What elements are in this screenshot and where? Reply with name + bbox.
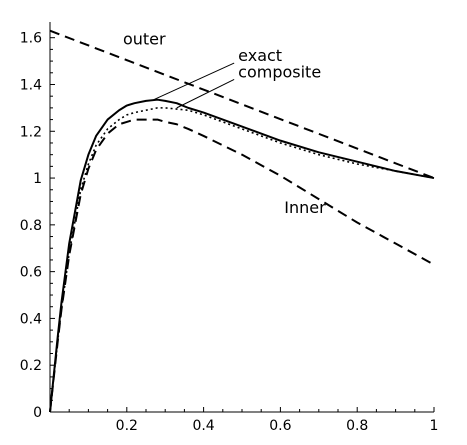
series-line-3 [49, 118, 435, 413]
series-layer [49, 29, 435, 413]
inner-annotation-label: Inner [284, 198, 326, 217]
x-tick-label: 0.6 [269, 418, 291, 434]
y-tick-label: 1 [33, 171, 42, 187]
y-tick-label: 0.8 [20, 218, 42, 234]
y-tick-label: 0.4 [20, 311, 42, 327]
x-tick-label: 0.8 [346, 418, 368, 434]
axes-layer: 0.2 0.4 0.6 0.8 1 0 0.2 0.4 0.6 0.8 1 1.2 1.4 1.6 [20, 22, 439, 434]
y-tick-label: 0.6 [20, 265, 42, 281]
y-tick-label: 0 [33, 405, 42, 421]
series-line-2 [49, 107, 435, 413]
y-tick-label: 1.6 [20, 31, 42, 47]
x-tick-label: 1 [430, 418, 439, 434]
y-tick-label: 1.4 [20, 77, 42, 93]
x-tick-label: 0.4 [192, 418, 214, 434]
composite-annotation-pointer [176, 79, 235, 109]
series-line-4 [49, 29, 435, 179]
composite-annotation-label: composite [238, 62, 321, 81]
exact-annotation-label: exact [238, 46, 282, 65]
series-line-1 [49, 98, 435, 413]
y-tick-label: 1.2 [20, 124, 42, 140]
y-tick-label: 0.2 [20, 358, 42, 374]
outer-annotation-label: outer [123, 30, 166, 49]
exact-annotation-pointer [153, 62, 235, 101]
x-tick-label: 0.2 [116, 418, 138, 434]
